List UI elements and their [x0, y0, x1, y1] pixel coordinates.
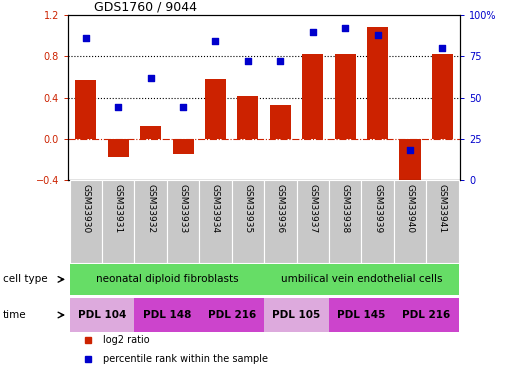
Text: neonatal diploid fibroblasts: neonatal diploid fibroblasts	[96, 274, 238, 284]
Bar	[205, 79, 226, 139]
Bar	[173, 139, 194, 154]
Bar	[75, 80, 96, 139]
Bar	[70, 264, 264, 295]
Text: PDL 148: PDL 148	[143, 310, 191, 320]
Text: GSM33940: GSM33940	[405, 184, 415, 233]
Bar	[264, 298, 329, 332]
Text: percentile rank within the sample: percentile rank within the sample	[104, 354, 268, 363]
Point	[244, 58, 252, 64]
Text: GSM33937: GSM33937	[308, 184, 317, 233]
Text: log2 ratio: log2 ratio	[104, 335, 150, 345]
Point	[276, 58, 285, 64]
Point	[438, 45, 447, 51]
Bar	[335, 54, 356, 139]
Bar	[361, 180, 394, 262]
Bar	[264, 180, 297, 262]
Bar	[199, 298, 264, 332]
Bar	[134, 298, 199, 332]
Point	[211, 38, 220, 44]
Text: GSM33939: GSM33939	[373, 184, 382, 233]
Text: umbilical vein endothelial cells: umbilical vein endothelial cells	[281, 274, 442, 284]
Text: GSM33936: GSM33936	[276, 184, 285, 233]
Bar	[394, 180, 426, 262]
Bar	[70, 298, 134, 332]
Bar	[302, 54, 323, 139]
Point	[146, 75, 155, 81]
Bar	[297, 180, 329, 262]
Text: PDL 216: PDL 216	[402, 310, 450, 320]
Text: GDS1760 / 9044: GDS1760 / 9044	[94, 0, 197, 13]
Point	[114, 104, 122, 110]
Point	[309, 28, 317, 34]
Text: PDL 145: PDL 145	[337, 310, 385, 320]
Bar	[329, 298, 394, 332]
Bar	[432, 54, 453, 139]
Text: GSM33938: GSM33938	[340, 184, 350, 233]
Text: GSM33933: GSM33933	[178, 184, 188, 233]
Bar	[134, 180, 167, 262]
Bar	[270, 105, 291, 139]
Bar	[70, 180, 102, 262]
Text: PDL 105: PDL 105	[272, 310, 321, 320]
Text: GSM33931: GSM33931	[113, 184, 123, 233]
Bar	[394, 298, 459, 332]
Bar	[108, 139, 129, 158]
Text: GSM33941: GSM33941	[438, 184, 447, 233]
Bar	[199, 180, 232, 262]
Text: GSM33935: GSM33935	[243, 184, 253, 233]
Bar	[102, 180, 134, 262]
Bar	[400, 139, 420, 182]
Point	[373, 32, 382, 38]
Bar	[264, 264, 459, 295]
Text: GSM33932: GSM33932	[146, 184, 155, 233]
Text: GSM33930: GSM33930	[81, 184, 90, 233]
Bar	[367, 27, 388, 139]
Bar	[426, 180, 459, 262]
Bar	[329, 180, 361, 262]
Text: PDL 216: PDL 216	[208, 310, 256, 320]
Bar	[237, 96, 258, 139]
Point	[82, 35, 90, 41]
Text: time: time	[3, 310, 26, 320]
Bar	[167, 180, 199, 262]
Bar	[140, 126, 161, 139]
Bar	[232, 180, 264, 262]
Text: PDL 104: PDL 104	[78, 310, 126, 320]
Text: GSM33934: GSM33934	[211, 184, 220, 233]
Point	[341, 25, 349, 31]
Point	[179, 104, 187, 110]
Text: cell type: cell type	[3, 274, 47, 284]
Point	[406, 147, 414, 153]
